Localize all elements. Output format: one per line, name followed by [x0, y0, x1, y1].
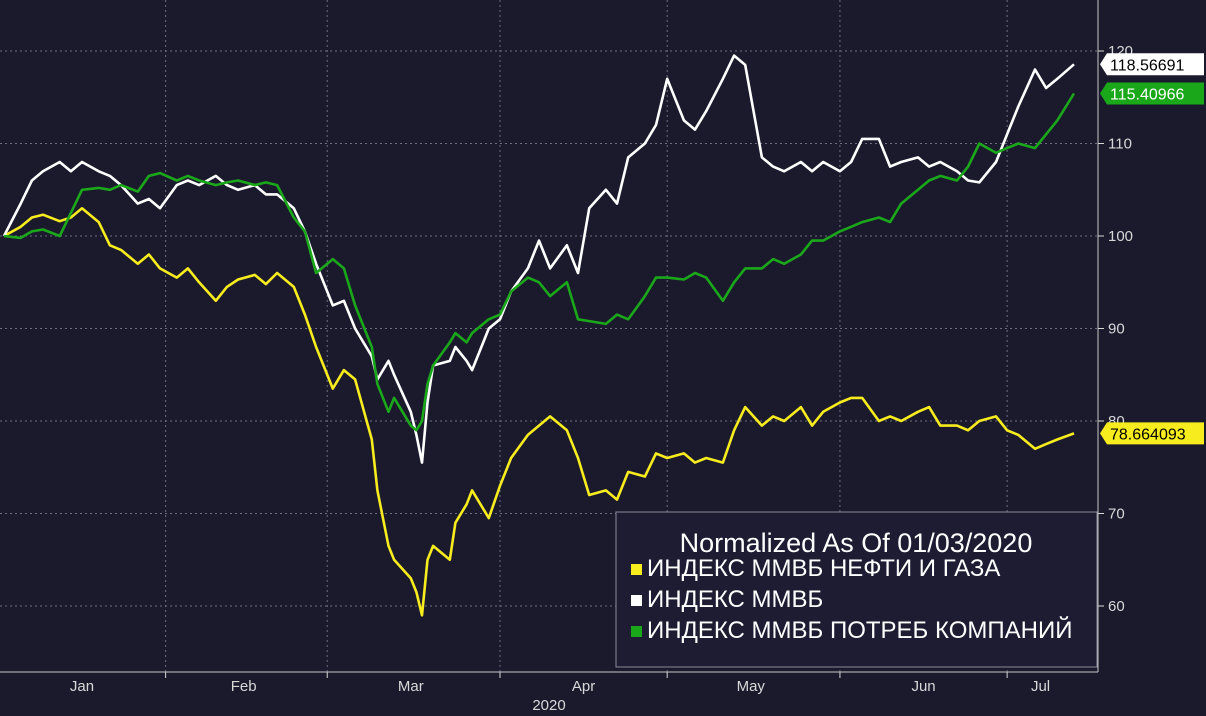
legend-title: Normalized As Of 01/03/2020: [680, 528, 1033, 558]
x-tick-label: May: [737, 678, 766, 695]
last-value-tag-text: 115.40966: [1110, 86, 1185, 103]
last-value-tag-bg: [1100, 53, 1204, 76]
last-value-labels: 78.664093 118.56691 115.40966: [1100, 53, 1204, 445]
last-value-tag: 78.664093: [1100, 422, 1204, 445]
last-value-tag: 115.40966: [1100, 82, 1204, 105]
last-value-tag-bg: [1100, 422, 1204, 445]
legend: Normalized As Of 01/03/2020 ИНДЕКС ММВБ …: [615, 511, 1098, 668]
x-tick-label: Jan: [70, 678, 94, 695]
last-value-tag-bg: [1100, 82, 1204, 105]
last-value-tag: 118.56691: [1100, 53, 1204, 76]
y-tick-label: 100: [1108, 228, 1133, 245]
x-year-label: 2020: [532, 697, 565, 714]
series-line-1: [3, 207, 1075, 617]
x-tick-label: Jun: [911, 678, 935, 695]
legend-swatch: [631, 564, 642, 575]
legend-entry-label: ИНДЕКС ММВБ: [647, 586, 823, 613]
x-tick-label: Jul: [1031, 678, 1050, 695]
series-lines: [2, 54, 1076, 617]
x-tick-label: Apr: [572, 678, 595, 695]
last-value-tag-text: 118.56691: [1110, 57, 1185, 74]
y-tick-label: 60: [1108, 598, 1125, 615]
y-tick-label: 110: [1108, 136, 1132, 153]
legend-swatch: [631, 595, 642, 606]
y-tick-label: 70: [1108, 506, 1125, 523]
y-tick-label: 90: [1108, 321, 1125, 338]
legend-swatch: [631, 626, 642, 637]
legend-box: [615, 511, 1098, 668]
legend-entry-label: ИНДЕКС ММВБ ПОТРЕБ КОМПАНИЙ: [647, 616, 1072, 644]
last-value-tag-text: 78.664093: [1110, 426, 1186, 443]
x-tick-label: Feb: [231, 678, 257, 695]
x-tick-label: Mar: [398, 678, 424, 695]
legend-entry-label: ИНДЕКС ММВБ НЕФТИ И ГАЗА: [647, 555, 1000, 582]
series-line-3: [3, 92, 1076, 432]
